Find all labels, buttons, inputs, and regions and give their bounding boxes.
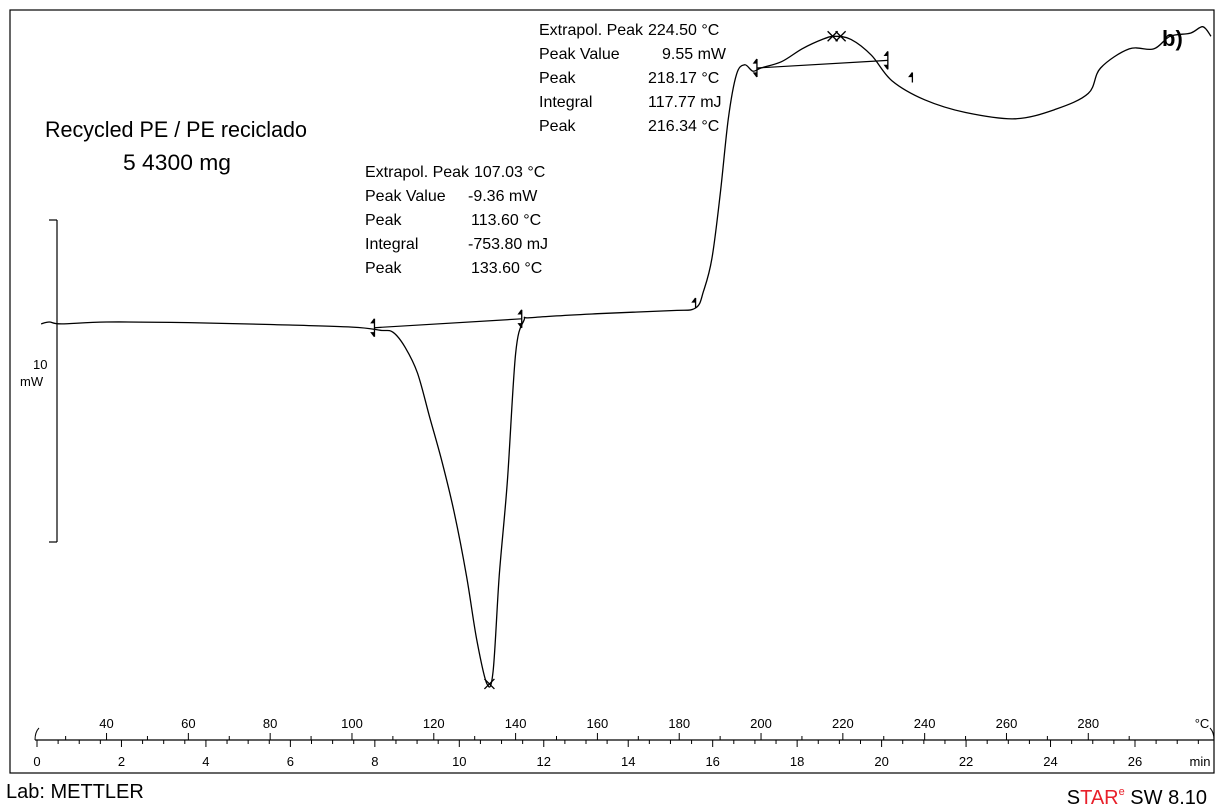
panel-label: b) — [1162, 26, 1183, 51]
dsc-curve — [40, 26, 1212, 688]
software-tar: TAR — [1080, 787, 1119, 809]
endo-value-2: -9.36 mW — [468, 188, 538, 205]
endo-label-2: Peak Value — [365, 188, 446, 205]
temp-tick-label-180: 180 — [668, 716, 690, 731]
temp-tick-label-160: 160 — [587, 716, 609, 731]
endo-label-5: Peak — [365, 260, 402, 277]
endo-value-1: 107.03 °C — [474, 164, 545, 181]
time-tick-label-2: 2 — [118, 754, 125, 769]
time-tick-label-18: 18 — [790, 754, 804, 769]
exo-value-1: 224.50 °C — [648, 22, 719, 39]
endo-label-1: Extrapol. Peak — [365, 164, 470, 181]
plot-frame — [9, 9, 1215, 774]
annotation-endotherm: Extrapol. Peak 107.03 °C Peak Value -9.3… — [365, 164, 548, 277]
exo-label-4: Integral — [539, 94, 592, 111]
axes: 40 60 80 100 120 140 160 180 200 220 240 260 280 °C0 2… — [33, 716, 1215, 769]
temp-tick-label-120: 120 — [423, 716, 445, 731]
software-rest: SW 8.10 — [1124, 787, 1207, 809]
scale-bar: 10 mW — [20, 219, 58, 543]
time-tick-label-6: 6 — [287, 754, 294, 769]
time-tick-label-22: 22 — [959, 754, 973, 769]
endo-value-5: 133.60 °C — [471, 260, 542, 277]
exo-value-3: 218.17 °C — [648, 70, 719, 87]
limit-flag-endotherm-1 — [370, 318, 376, 338]
temp-tick-label-240: 240 — [914, 716, 936, 731]
baseline-exotherm — [756, 59, 888, 69]
peak-marker-exotherm-2 — [835, 30, 847, 42]
temp-tick-label-100: 100 — [341, 716, 363, 731]
time-tick-label-14: 14 — [621, 754, 635, 769]
temp-tick-label-80: 80 — [263, 716, 277, 731]
time-tick-label-12: 12 — [537, 754, 551, 769]
limit-flag-exotherm-2 — [883, 50, 889, 70]
endo-value-4: -753.80 mJ — [468, 236, 548, 253]
temp-tick-label-140: 140 — [505, 716, 527, 731]
time-tick-label-26: 26 — [1128, 754, 1142, 769]
temp-tick-label-280: 280 — [1077, 716, 1099, 731]
baseline-endotherm — [374, 318, 522, 329]
axis-right-bracket — [1209, 727, 1215, 741]
exo-label-3: Peak — [539, 70, 576, 87]
time-tick-label-10: 10 — [452, 754, 466, 769]
limit-flag-extra — [908, 72, 914, 83]
time-tick-label-24: 24 — [1043, 754, 1057, 769]
exo-value-5: 216.34 °C — [648, 118, 719, 135]
endo-label-4: Integral — [365, 236, 418, 253]
temp-tick-label-220: 220 — [832, 716, 854, 731]
peak-marker-endotherm — [483, 678, 495, 690]
axis-left-bracket — [34, 727, 40, 741]
endo-label-3: Peak — [365, 212, 402, 229]
baselines — [370, 50, 914, 338]
exo-label-1: Extrapol. Peak — [539, 22, 644, 39]
peak-marker-exotherm — [827, 30, 839, 42]
exo-label-5: Peak — [539, 118, 576, 135]
temp-tick-label-40: 40 — [99, 716, 113, 731]
software-e: e — [1118, 786, 1125, 798]
scale-bar-value: 10 — [33, 357, 47, 372]
time-tick-label-16: 16 — [705, 754, 719, 769]
endo-value-3: 113.60 °C — [471, 212, 541, 229]
time-tick-label-8: 8 — [371, 754, 378, 769]
temp-tick-label-260: 260 — [996, 716, 1018, 731]
temp-tick-label-200: 200 — [750, 716, 772, 731]
software-s: S — [1066, 787, 1081, 809]
exo-value-4: 117.77 mJ — [648, 94, 722, 111]
exo-label-2: Peak Value — [539, 46, 620, 63]
annotation-exotherm: Extrapol. Peak 224.50 °C Peak Value 9.55… — [539, 22, 727, 135]
limit-flag-exotherm-1 — [752, 58, 758, 78]
peak-markers — [483, 30, 847, 690]
lab-label: Lab: METTLER — [6, 781, 144, 803]
scale-bar-unit: mW — [20, 374, 44, 389]
time-tick-label-4: 4 — [202, 754, 209, 769]
temp-tick-label-60: 60 — [181, 716, 195, 731]
sample-name: Recycled PE / PE reciclado — [45, 117, 307, 142]
time-tick-label-20: 20 — [874, 754, 888, 769]
software-version: STARe SW 8.10 — [1067, 781, 1207, 809]
sample-mass: 5 4300 mg — [123, 150, 231, 175]
limit-flag-onset — [691, 297, 697, 309]
time-axis-unit: min — [1190, 754, 1211, 769]
temp-axis-unit: °C — [1195, 716, 1210, 731]
time-tick-label-0: 0 — [33, 754, 40, 769]
exo-value-2: 9.55 mW — [662, 46, 727, 63]
